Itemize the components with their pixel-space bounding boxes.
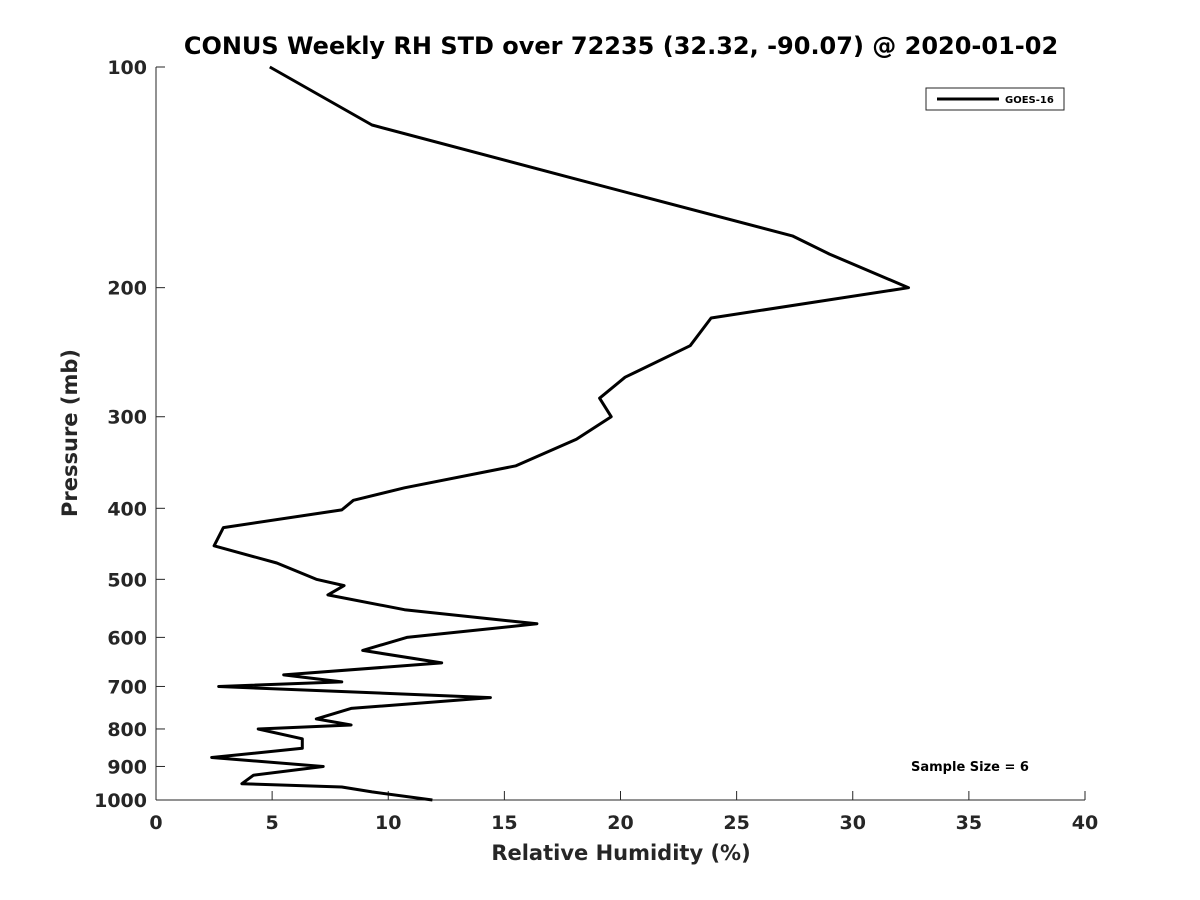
legend: GOES-16 bbox=[925, 87, 1065, 111]
y-tick-label-600: 600 bbox=[107, 627, 147, 649]
y-tick-label-200: 200 bbox=[107, 278, 147, 300]
x-tick-label-10: 10 bbox=[375, 812, 401, 834]
x-tick-label-20: 20 bbox=[607, 812, 633, 834]
y-tick-label-900: 900 bbox=[107, 756, 147, 778]
x-tick-label-15: 15 bbox=[491, 812, 517, 834]
x-tick-label-0: 0 bbox=[149, 812, 162, 834]
x-tick-label-5: 5 bbox=[266, 812, 279, 834]
y-tick-label-700: 700 bbox=[107, 676, 147, 698]
y-axis-ticks: 100 200 300 400 500 600 700 800 900 1000 bbox=[94, 57, 165, 812]
x-tick-label-35: 35 bbox=[956, 812, 982, 834]
y-tick-label-400: 400 bbox=[107, 498, 147, 520]
y-tick-label-500: 500 bbox=[107, 569, 147, 591]
y-tick-label-800: 800 bbox=[107, 719, 147, 741]
x-axis-ticks: 0 5 10 15 20 25 30 35 40 bbox=[149, 791, 1098, 834]
y-tick-label-1000: 1000 bbox=[94, 790, 147, 812]
series-line-goes-16 bbox=[210, 65, 910, 802]
sample-size-annotation: Sample Size = 6 bbox=[911, 760, 1029, 775]
y-tick-label-300: 300 bbox=[107, 407, 147, 429]
x-tick-label-30: 30 bbox=[840, 812, 866, 834]
series-layer bbox=[210, 65, 910, 802]
x-tick-label-25: 25 bbox=[723, 812, 749, 834]
y-tick-label-100: 100 bbox=[107, 57, 147, 79]
legend-entry-goes-16: GOES-16 bbox=[1005, 95, 1054, 106]
y-axis-label: Pressure (mb) bbox=[58, 349, 82, 517]
x-axis-label: Relative Humidity (%) bbox=[491, 841, 750, 865]
x-tick-label-40: 40 bbox=[1072, 812, 1098, 834]
chart-title: CONUS Weekly RH STD over 72235 (32.32, -… bbox=[184, 32, 1058, 60]
